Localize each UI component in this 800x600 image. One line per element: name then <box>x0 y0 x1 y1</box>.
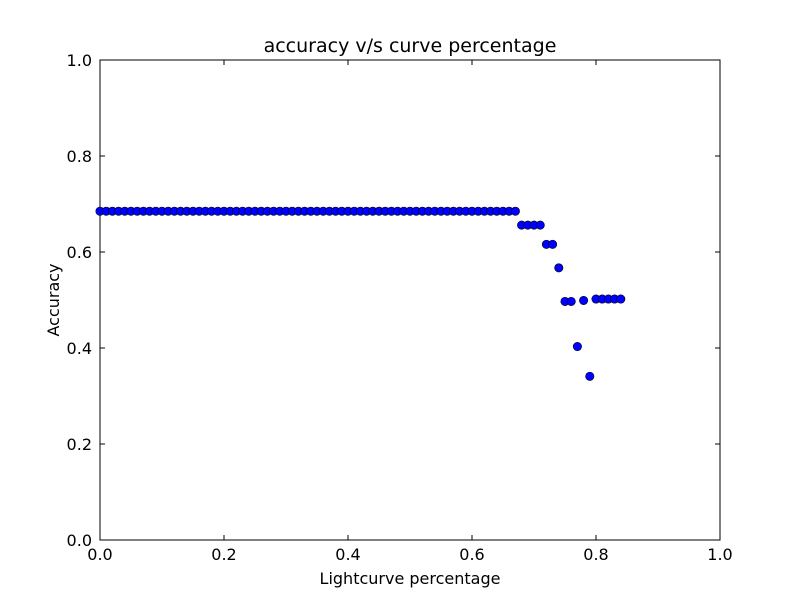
x-tick-label: 0.2 <box>211 545 236 564</box>
y-tick-label: 0.2 <box>67 435 92 454</box>
y-tick-label: 0.6 <box>67 243 92 262</box>
data-point <box>616 294 626 304</box>
x-tick-label: 0.4 <box>335 545 360 564</box>
x-tick-label: 0.8 <box>583 545 608 564</box>
axis-ticks: 0.0 0.2 0.4 0.6 0.8 1.0 0.0 0.2 0.4 0.6 0.8 1.0 <box>67 51 733 564</box>
plot-frame <box>99 59 721 541</box>
data-point <box>585 371 595 381</box>
data-point <box>566 296 576 306</box>
x-tick-label: 1.0 <box>707 545 732 564</box>
y-tick-label: 0.0 <box>67 531 92 550</box>
x-axis-label: Lightcurve percentage <box>320 569 501 588</box>
data-point <box>510 206 520 216</box>
x-tick-label: 0.6 <box>459 545 484 564</box>
y-axis-label: Accuracy <box>44 263 63 336</box>
x-tick-label: 0.0 <box>87 545 112 564</box>
y-tick-label: 1.0 <box>67 51 92 70</box>
y-tick-label: 0.8 <box>67 147 92 166</box>
data-point <box>554 263 564 273</box>
data-point <box>535 220 545 230</box>
chart-title: accuracy v/s curve percentage <box>264 35 557 57</box>
data-point <box>579 295 589 305</box>
data-point <box>572 342 582 352</box>
y-tick-label: 0.4 <box>67 339 92 358</box>
data-point <box>548 239 558 249</box>
data-points <box>95 206 626 381</box>
